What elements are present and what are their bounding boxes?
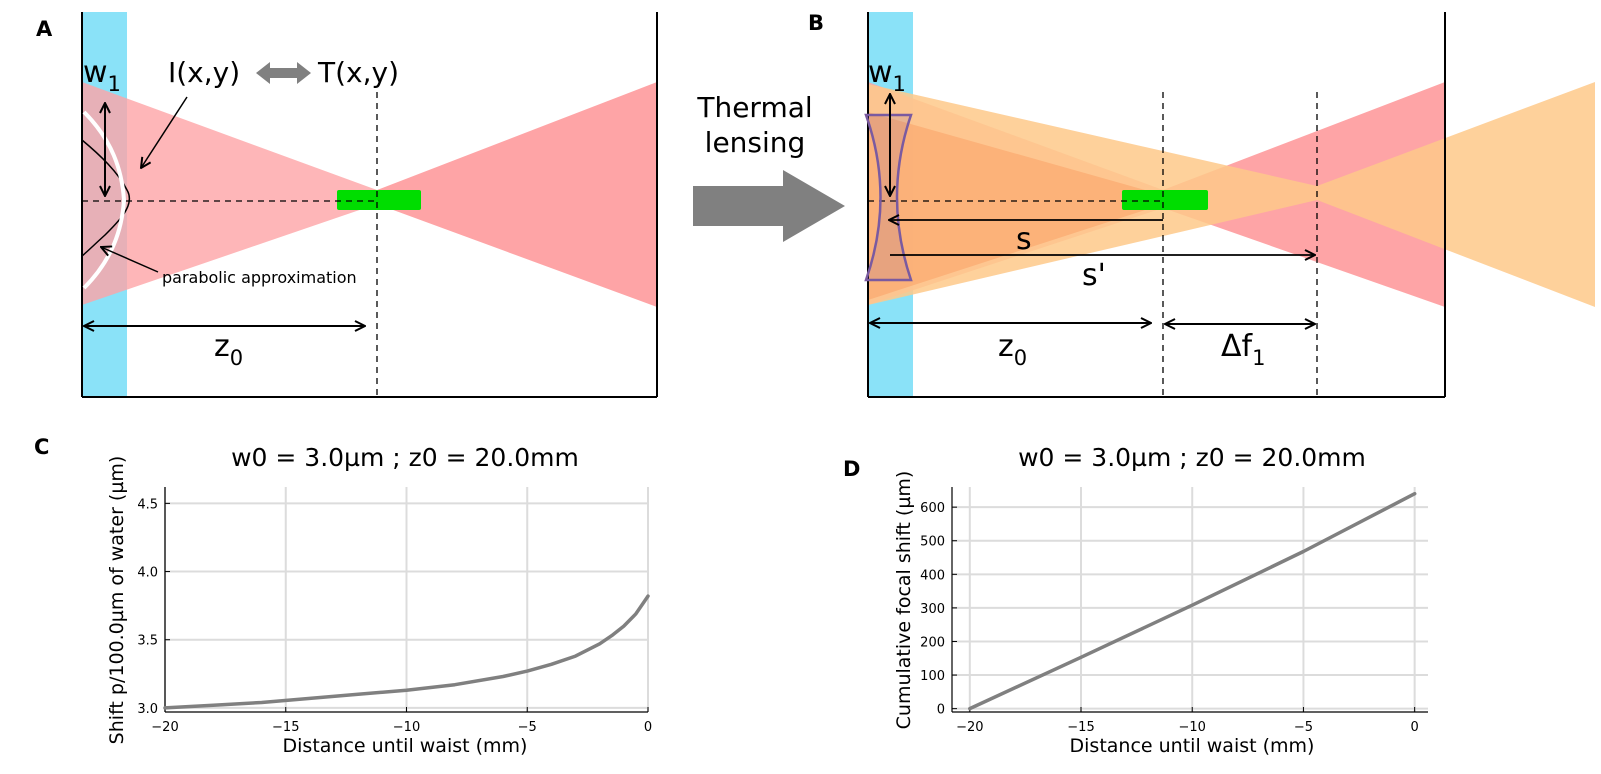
panel-letter-a: A bbox=[36, 17, 53, 41]
series bbox=[163, 594, 650, 710]
parabolic-label: parabolic approximation bbox=[162, 268, 357, 287]
s-label: s bbox=[1016, 222, 1032, 257]
x-tick-label: −15 bbox=[1067, 720, 1094, 735]
z0-label: z0 bbox=[998, 329, 1027, 370]
laser-beam-diverging bbox=[377, 82, 657, 307]
panel-letter-c: C bbox=[34, 435, 49, 459]
delta-f1-label: Δf1 bbox=[1221, 329, 1265, 370]
y-tick-label: 500 bbox=[920, 535, 945, 550]
chart-title: w0 = 3.0µm ; z0 = 20.0mm bbox=[231, 443, 579, 472]
chart-title: w0 = 3.0µm ; z0 = 20.0mm bbox=[1018, 443, 1366, 472]
y-tick-label: 4.0 bbox=[137, 566, 158, 581]
w1-label: w1 bbox=[868, 55, 906, 96]
y-tick-label: 400 bbox=[920, 568, 945, 583]
z0-label: z0 bbox=[214, 329, 243, 370]
x-ticks: −20 −15 −10 −5 0 bbox=[151, 707, 652, 735]
x-tick-label: −10 bbox=[1179, 720, 1206, 735]
beam-waist bbox=[337, 190, 421, 210]
panel-d-chart: D w0 = 3.0µm ; z0 = 20.0mm −20 −15 −10 −5 0 … bbox=[843, 443, 1428, 757]
laser-beam bbox=[82, 82, 377, 305]
thermal-lensing-transition: Thermal lensing bbox=[693, 91, 845, 242]
panel-letter-d: D bbox=[843, 457, 860, 481]
intensity-label: I(x,y) bbox=[168, 56, 240, 89]
x-tick-label: −15 bbox=[272, 720, 299, 735]
x-tick-label: −5 bbox=[518, 720, 537, 735]
parabolic-pointer-arrow bbox=[101, 247, 159, 273]
x-tick-label: −20 bbox=[956, 720, 983, 735]
thermal-label: Thermal bbox=[696, 91, 812, 124]
s-prime-label: s' bbox=[1082, 258, 1106, 293]
y-tick-label: 300 bbox=[920, 602, 945, 617]
lensing-label: lensing bbox=[705, 126, 806, 159]
thermal-lens-icon bbox=[864, 113, 913, 282]
series-line bbox=[163, 594, 650, 710]
panel-b-diagram: w1 s s' z0 Δf1 B bbox=[808, 11, 1595, 398]
right-arrow-icon bbox=[693, 170, 845, 242]
y-tick-label: 0 bbox=[937, 703, 945, 718]
y-axis-label: Shift p/100.0µm of water (µm) bbox=[106, 456, 128, 745]
x-tick-label: −5 bbox=[1294, 720, 1313, 735]
series bbox=[968, 491, 1417, 711]
y-tick-label: 3.0 bbox=[137, 702, 158, 717]
panel-c-chart: C w0 = 3.0µm ; z0 = 20.0mm −20 −15 −10 −5 0 … bbox=[34, 435, 652, 757]
x-tick-label: 0 bbox=[644, 720, 652, 735]
exchange-arrow-icon bbox=[256, 62, 311, 84]
x-axis-label: Distance until waist (mm) bbox=[1070, 735, 1315, 757]
y-axis-label: Cumulative focal shift (µm) bbox=[893, 471, 915, 730]
beam-overlap bbox=[868, 112, 1145, 300]
panel-a-diagram: w1 I(x,y) T(x,y) parabolic approximation… bbox=[36, 12, 658, 398]
x-tick-label: −20 bbox=[151, 720, 178, 735]
x-axis-label: Distance until waist (mm) bbox=[283, 735, 528, 757]
y-tick-label: 3.5 bbox=[137, 634, 158, 649]
intensity-pointer-arrow bbox=[141, 96, 188, 168]
y-tick-label: 100 bbox=[920, 669, 945, 684]
y-tick-label: 200 bbox=[920, 635, 945, 650]
x-tick-label: 0 bbox=[1411, 720, 1419, 735]
y-ticks: 0 100 200 300 400 500 600 bbox=[920, 501, 957, 718]
beam-waist bbox=[1122, 190, 1208, 210]
w1-label: w1 bbox=[83, 55, 121, 96]
x-tick-label: −10 bbox=[393, 720, 420, 735]
y-tick-label: 4.5 bbox=[137, 497, 158, 512]
grid bbox=[952, 487, 1428, 712]
transmission-label: T(x,y) bbox=[317, 56, 399, 89]
grid bbox=[164, 487, 649, 712]
y-tick-label: 600 bbox=[920, 501, 945, 516]
panel-letter-b: B bbox=[808, 11, 824, 35]
lensed-beam bbox=[868, 82, 1595, 307]
x-ticks: −20 −15 −10 −5 0 bbox=[956, 707, 1419, 735]
series-line bbox=[968, 491, 1417, 711]
